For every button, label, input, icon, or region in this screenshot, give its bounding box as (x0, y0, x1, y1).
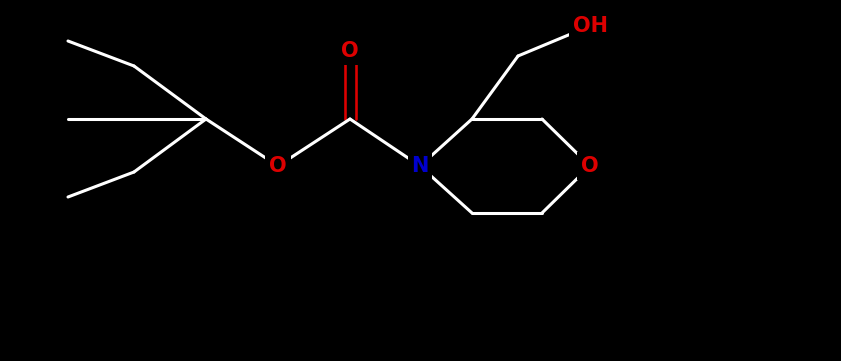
Text: O: O (341, 41, 359, 61)
Text: O: O (269, 156, 287, 176)
Text: O: O (581, 156, 599, 176)
Text: OH: OH (573, 16, 607, 36)
Text: N: N (411, 156, 429, 176)
